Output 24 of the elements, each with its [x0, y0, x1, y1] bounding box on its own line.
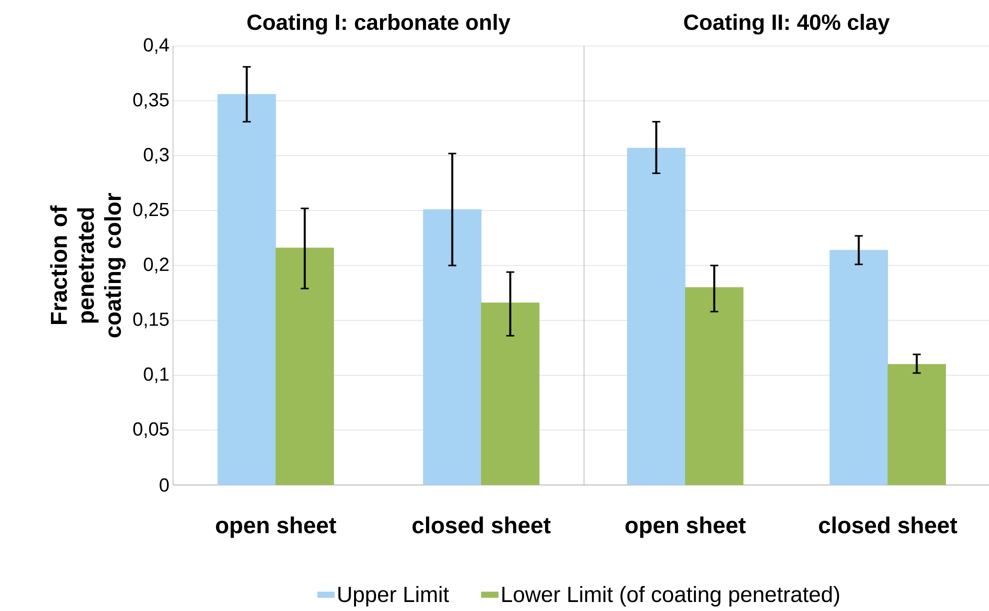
chart-title: Coating II: 40% clay	[684, 14, 890, 34]
bar	[423, 209, 482, 485]
x-tick-label: closed sheet	[819, 516, 958, 534]
legend-label: Upper Limit	[338, 586, 449, 607]
bar	[888, 364, 946, 485]
y-tick-label: 0,4	[144, 38, 169, 54]
x-tick-label: open sheet	[216, 516, 336, 538]
x-tick-label: open sheet	[625, 516, 746, 538]
y-tick-label: 0,35	[133, 93, 169, 109]
bar	[685, 287, 744, 485]
y-axis-title: Fraction of penetrated coating color	[50, 192, 126, 338]
y-tick-label: 0	[160, 478, 169, 492]
y-tick-label: 0,2	[144, 258, 169, 274]
y-tick-label: 0,1	[144, 367, 169, 384]
legend-label: Lower Limit (of coating penetrated)	[502, 586, 840, 607]
bar	[276, 248, 334, 485]
y-tick-label: 0,15	[133, 312, 169, 328]
bar	[481, 302, 540, 485]
chart-title: Coating I: carbonate only	[247, 14, 510, 34]
y-tick-label: 0,3	[144, 148, 169, 164]
bar	[218, 94, 276, 485]
y-tick-label: 0,25	[133, 202, 169, 218]
y-tick-label: 0,05	[133, 422, 169, 438]
x-tick-label: closed sheet	[412, 516, 551, 534]
